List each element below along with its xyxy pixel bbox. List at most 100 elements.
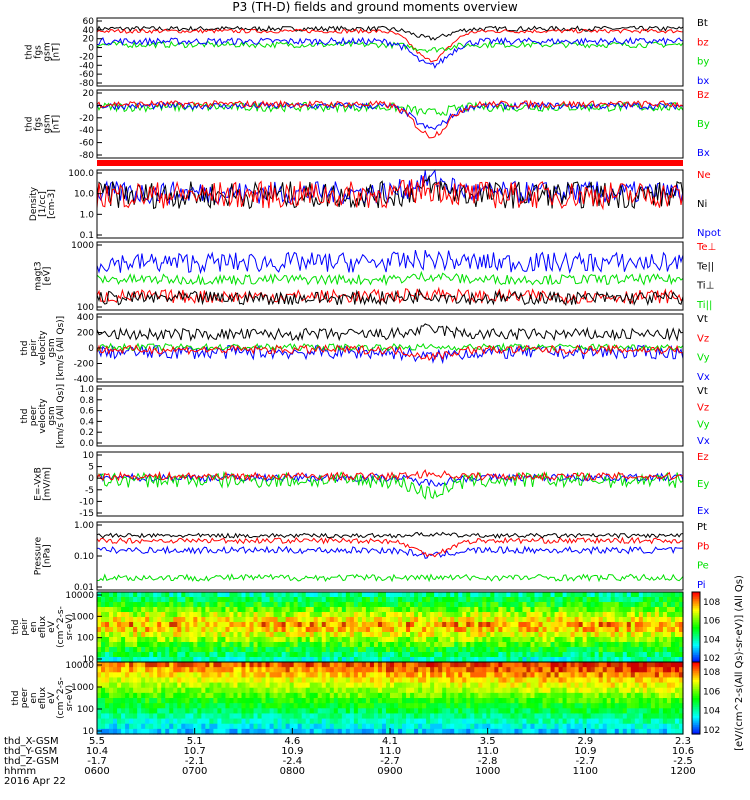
heatmap-cell: [674, 672, 680, 679]
heatmap-cell: [209, 612, 214, 618]
heatmap-cell: [538, 667, 544, 673]
heatmap-cell: [506, 657, 512, 663]
heatmap-cell: [161, 687, 166, 694]
heatmap-cell: [321, 627, 327, 633]
heatmap-cell: [454, 652, 459, 658]
colorbar-cell: [692, 660, 700, 663]
heatmap-cell: [329, 692, 335, 699]
heatmap-cell: [337, 617, 343, 623]
heatmap-cell: [381, 602, 387, 608]
heatmap-cell: [137, 718, 142, 725]
heatmap-cell: [534, 708, 540, 715]
heatmap-cell: [241, 718, 247, 725]
heatmap-cell: [141, 718, 146, 725]
heatmap-cell: [321, 728, 327, 735]
heatmap-cell: [213, 607, 219, 613]
heatmap-cell: [217, 667, 223, 673]
heatmap-cell: [486, 672, 491, 679]
heatmap-cell: [654, 612, 660, 618]
heatmap-cell: [522, 698, 528, 704]
heatmap-cell: [550, 692, 556, 699]
heatmap-cell: [678, 682, 684, 689]
heatmap-cell: [666, 612, 672, 618]
heatmap-cell: [277, 723, 283, 730]
heatmap-cell: [566, 627, 572, 633]
x-axis-value: -2.1: [185, 756, 205, 767]
heatmap-cell: [402, 667, 407, 673]
heatmap-cell: [381, 632, 387, 638]
heatmap-cell: [602, 647, 608, 653]
heatmap-cell: [177, 692, 182, 699]
heatmap-cell: [458, 592, 463, 598]
heatmap-cell: [590, 672, 596, 679]
heatmap-cell: [466, 647, 471, 653]
heatmap-cell: [153, 667, 158, 673]
heatmap-cell: [385, 698, 391, 704]
heatmap-cell: [466, 657, 471, 663]
heatmap-cell: [578, 617, 584, 623]
heatmap-cell: [253, 713, 259, 720]
heatmap-cell: [434, 602, 439, 608]
heatmap-cell: [582, 592, 588, 598]
heatmap-cell: [197, 647, 202, 653]
heatmap-cell: [241, 667, 247, 673]
y-axis-label-line: peir: [20, 618, 30, 636]
heatmap-cell: [325, 632, 331, 638]
heatmap-cell: [97, 698, 102, 704]
heatmap-cell: [209, 718, 214, 725]
heatmap-cell: [137, 592, 142, 598]
heatmap-cell: [345, 672, 351, 679]
heatmap-cell: [462, 617, 467, 623]
heatmap-cell: [189, 597, 194, 603]
heatmap-cell: [474, 622, 479, 628]
heatmap-cell: [630, 672, 636, 679]
heatmap-cell: [458, 642, 463, 648]
colorbar-label: [eV/(cm^2-s(All Qs)-sr-eV)] (All Qs): [734, 575, 745, 751]
heatmap-cell: [510, 703, 516, 709]
heatmap-cell: [257, 692, 263, 699]
y-axis-label-line: eV: [47, 620, 57, 633]
heatmap-cell: [658, 592, 664, 598]
heatmap-cell: [265, 657, 271, 663]
heatmap-cell: [534, 682, 540, 689]
heatmap-cell: [498, 698, 503, 704]
heatmap-cell: [165, 627, 170, 633]
heatmap-cell: [261, 692, 267, 699]
heatmap-cell: [586, 728, 592, 735]
colorbar-cell: [692, 627, 700, 630]
heatmap-cell: [105, 703, 110, 709]
heatmap-cell: [646, 728, 652, 735]
heatmap-cell: [245, 718, 251, 725]
heatmap-cell: [217, 642, 223, 648]
heatmap-cell: [197, 667, 202, 673]
heatmap-cell: [598, 627, 604, 633]
heatmap-cell: [570, 703, 576, 709]
heatmap-cell: [141, 602, 146, 608]
heatmap-cell: [109, 617, 114, 623]
heatmap-cell: [281, 708, 287, 715]
heatmap-cell: [642, 627, 648, 633]
heatmap-cell: [97, 682, 102, 689]
heatmap-cell: [478, 642, 483, 648]
heatmap-cell: [450, 672, 455, 679]
heatmap-cell: [514, 647, 520, 653]
heatmap-cell: [321, 718, 327, 725]
heatmap-cell: [377, 592, 383, 598]
heatmap-cell: [337, 682, 343, 689]
heatmap-cell: [121, 652, 126, 658]
heatmap-cell: [442, 612, 447, 618]
heatmap-cell: [205, 698, 210, 704]
heatmap-cell: [594, 652, 600, 658]
heatmap-cell: [390, 662, 395, 668]
heatmap-cell: [245, 652, 251, 658]
heatmap-cell: [478, 718, 483, 725]
heatmap-cell: [325, 682, 331, 689]
heatmap-cell: [125, 718, 130, 725]
heatmap-cell: [233, 728, 239, 735]
heatmap-cell: [297, 602, 303, 608]
heatmap-cell: [353, 637, 359, 643]
heatmap-cell: [414, 632, 419, 638]
heatmap-cell: [630, 647, 636, 653]
heatmap-cell: [590, 708, 596, 715]
heatmap-cell: [670, 592, 676, 598]
